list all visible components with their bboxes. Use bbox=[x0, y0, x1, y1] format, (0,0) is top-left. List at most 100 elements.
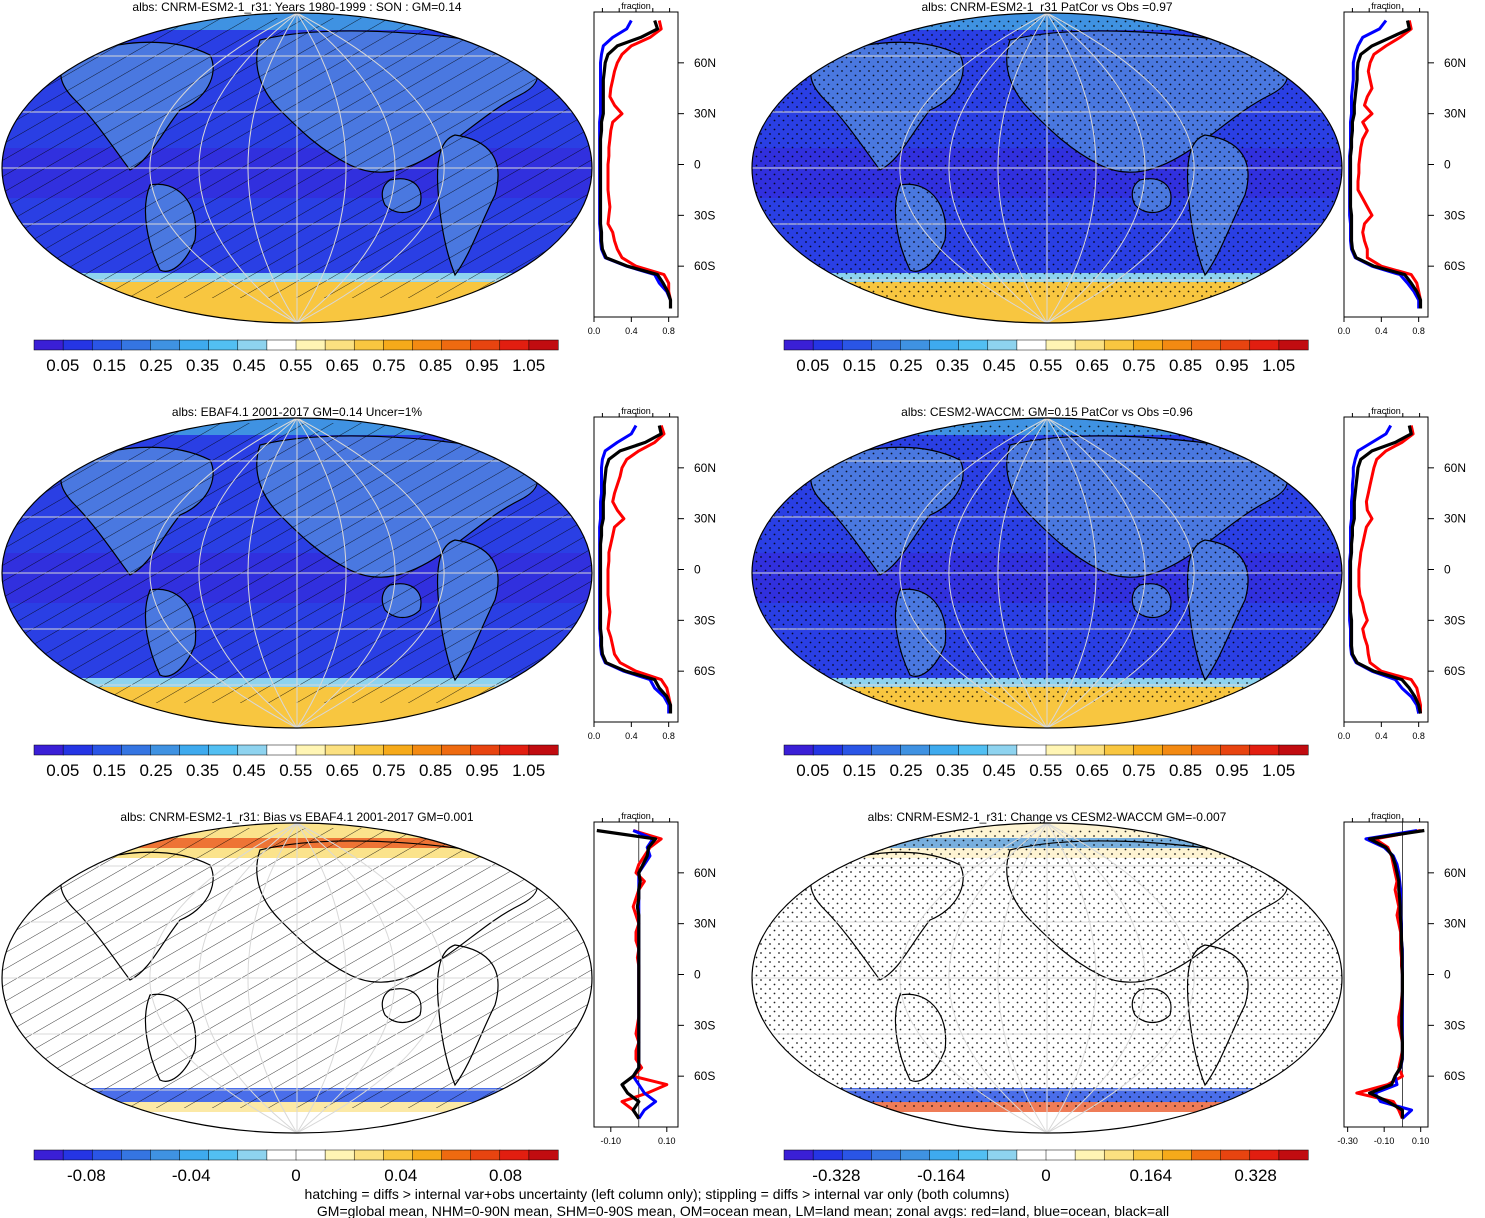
colorbar-swatch bbox=[208, 1149, 239, 1161]
colorbar-swatch bbox=[1045, 339, 1076, 351]
colorbar-label: 1.05 bbox=[512, 356, 545, 375]
colorbar-swatch bbox=[958, 339, 989, 351]
colorbar-swatch bbox=[62, 744, 93, 756]
colorbar-label: 0.25 bbox=[889, 761, 922, 780]
zonal-xtick-label: 0.8 bbox=[1412, 731, 1425, 741]
meridian-line-6 bbox=[296, 418, 445, 728]
colorbar-swatch bbox=[1016, 1149, 1047, 1161]
colorbar-label: -0.08 bbox=[67, 1166, 106, 1185]
colorbar-swatch bbox=[958, 1149, 989, 1161]
meridian-line-6 bbox=[1046, 823, 1195, 1133]
colorbar-swatch bbox=[900, 744, 931, 756]
colorbar-swatch bbox=[528, 339, 559, 351]
panel-p3: albs: EBAF4.1 2001-2017 GM=0.14 Uncer=1%… bbox=[1, 405, 716, 780]
meridian-line-2 bbox=[997, 418, 1048, 728]
zonal-land-line bbox=[606, 20, 672, 309]
meridian-line-5 bbox=[1046, 418, 1146, 728]
colorbar-label: 0.65 bbox=[326, 761, 359, 780]
zonal-all-line bbox=[598, 19, 673, 309]
colorbar-label: 0.05 bbox=[46, 356, 79, 375]
zonal-ytick-label: 60N bbox=[694, 866, 716, 880]
meridian-line-4 bbox=[1046, 13, 1097, 323]
colorbar-swatch bbox=[121, 339, 151, 351]
colorbar-label: 0.25 bbox=[139, 761, 172, 780]
colorbar-swatch bbox=[91, 744, 122, 756]
colorbar-label: 0.65 bbox=[1076, 356, 1109, 375]
colorbar-swatch bbox=[871, 1149, 901, 1161]
colorbar-swatch bbox=[62, 339, 93, 351]
meridian-line-2 bbox=[247, 823, 298, 1133]
zonal-xtick-label: -0.10 bbox=[1374, 1136, 1395, 1146]
colorbar-label: -0.328 bbox=[812, 1166, 860, 1185]
colorbar-swatch bbox=[383, 1149, 413, 1161]
zonal-xtick-label: 0.0 bbox=[1338, 731, 1351, 741]
colorbar-label: 0.05 bbox=[796, 356, 829, 375]
colorbar-swatch bbox=[499, 744, 530, 756]
colorbar-swatch bbox=[33, 339, 64, 351]
meridian-line-4 bbox=[1046, 823, 1097, 1133]
greenland-patch bbox=[462, 16, 552, 44]
meridian-line-6 bbox=[296, 13, 445, 323]
panel-p5: albs: CNRM-ESM2-1_r31: Bias vs EBAF4.1 2… bbox=[1, 810, 716, 1185]
zonal-ytick-label: 30N bbox=[694, 107, 716, 121]
colorbar-label: 0.15 bbox=[843, 356, 876, 375]
zonal-ytick-label: 60S bbox=[1444, 259, 1465, 273]
colorbar-swatch bbox=[353, 1149, 384, 1161]
map bbox=[751, 12, 1343, 324]
colorbar: 0.05 0.15 0.25 0.35 0.45 0.55 0.65 0.75 0.85 0.95… bbox=[783, 744, 1309, 780]
colorbar-swatch bbox=[958, 744, 989, 756]
colorbar-swatch bbox=[470, 744, 501, 756]
colorbar-label: 1.05 bbox=[1262, 356, 1295, 375]
colorbar-label: 0.45 bbox=[983, 761, 1016, 780]
colorbar-swatch bbox=[266, 1149, 297, 1161]
zonal-ytick-label: 60S bbox=[1444, 664, 1465, 678]
colorbar-swatch bbox=[441, 744, 472, 756]
colorbar-swatch bbox=[1133, 1149, 1163, 1161]
colorbar: 0.05 0.15 0.25 0.35 0.45 0.55 0.65 0.75 0.85 0.95… bbox=[33, 744, 559, 780]
zonal-xtick-label: 0.4 bbox=[625, 326, 638, 336]
colorbar-swatch bbox=[324, 339, 355, 351]
colorbar-swatch bbox=[33, 744, 64, 756]
panel-title: albs: CNRM-ESM2-1_r31: Change vs CESM2-W… bbox=[868, 810, 1227, 824]
zonal-ytick-label: 30N bbox=[1444, 107, 1466, 121]
meridian-line-6 bbox=[1046, 13, 1195, 323]
map-border bbox=[1, 417, 593, 729]
zonal-ytick-label: 60S bbox=[694, 664, 715, 678]
colorbar-swatch bbox=[871, 744, 901, 756]
zonal-ytick-label: 30N bbox=[694, 512, 716, 526]
colorbar-swatch bbox=[1074, 1149, 1105, 1161]
colorbar-swatch bbox=[295, 339, 326, 351]
colorbar-swatch bbox=[353, 744, 384, 756]
colorbar-swatch bbox=[324, 1149, 355, 1161]
zonal-ytick-label: 30N bbox=[1444, 512, 1466, 526]
zonal-ytick-label: 60N bbox=[694, 461, 716, 475]
zonal-ytick-label: 60N bbox=[694, 56, 716, 70]
colorbar-label: 0.55 bbox=[279, 356, 312, 375]
colorbar-swatch bbox=[1191, 1149, 1222, 1161]
meridian-line-0 bbox=[899, 823, 1048, 1133]
zonal-xtick-label: 0.0 bbox=[588, 731, 601, 741]
colorbar-swatch bbox=[1220, 744, 1251, 756]
colorbar-label: -0.164 bbox=[917, 1166, 965, 1185]
colorbar-swatch bbox=[1162, 339, 1193, 351]
colorbar-swatch bbox=[1045, 744, 1076, 756]
meridian-line-1 bbox=[948, 418, 1048, 728]
meridian-line-5 bbox=[1046, 13, 1146, 323]
zonal-xtick-label: 0.10 bbox=[658, 1136, 676, 1146]
colorbar-label: 0.75 bbox=[1122, 356, 1155, 375]
colorbar-swatch bbox=[353, 339, 384, 351]
panel-p1: albs: CNRM-ESM2-1_r31: Years 1980-1999 :… bbox=[1, 0, 716, 375]
meridian-line-2 bbox=[997, 823, 1048, 1133]
map-border bbox=[751, 822, 1343, 1134]
zonal-xlabel: fraction bbox=[621, 811, 651, 821]
meridian-line-5 bbox=[1046, 823, 1146, 1133]
colorbar-swatch bbox=[987, 744, 1018, 756]
colorbar-label: 0.45 bbox=[233, 356, 266, 375]
zonal-ytick-label: 30N bbox=[1444, 917, 1466, 931]
zonal-xtick-label: 0.10 bbox=[1412, 1136, 1430, 1146]
colorbar-label: 0 bbox=[1041, 1166, 1050, 1185]
colorbar-label: 0.55 bbox=[1029, 356, 1062, 375]
colorbar-swatch bbox=[929, 339, 960, 351]
colorbar-swatch bbox=[1249, 744, 1280, 756]
colorbar-label: 0.65 bbox=[1076, 761, 1109, 780]
